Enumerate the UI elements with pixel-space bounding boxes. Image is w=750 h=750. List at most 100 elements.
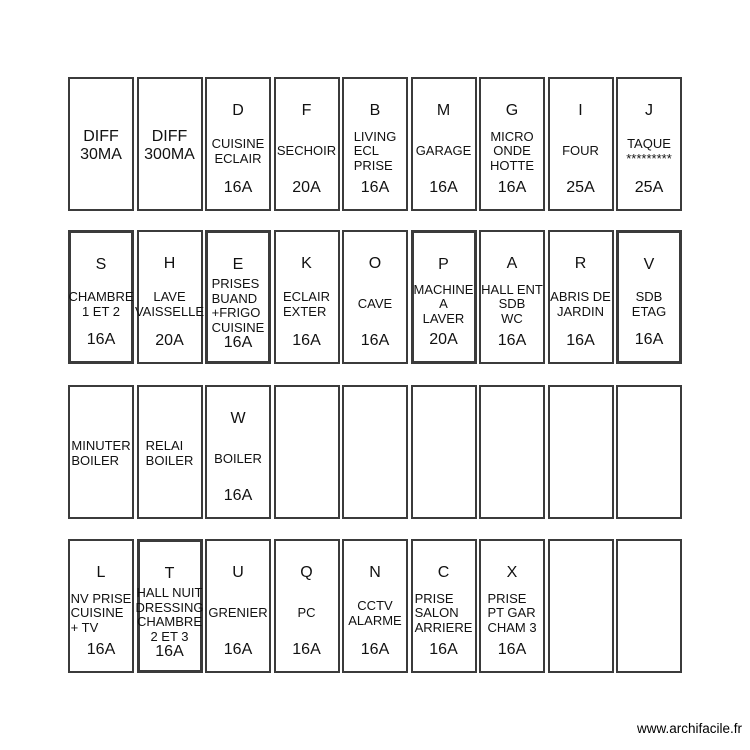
breaker-code-label: J [645, 102, 653, 119]
breaker-box-F[interactable]: F SECHOIR 20A [273, 77, 340, 211]
breaker-box-N[interactable]: N CCTV ALARME 16A [342, 539, 408, 673]
breaker-name-label: BOILER [214, 451, 262, 467]
breaker-name-label: HALL ENT SDB WC [481, 281, 543, 326]
breaker-code-label: N [369, 564, 381, 581]
breaker-box-empty[interactable] [547, 385, 614, 519]
breaker-box-Q[interactable]: Q PC 16A [273, 539, 340, 673]
breaker-name-label [413, 387, 475, 517]
breaker-name-label: GRENIER [208, 605, 268, 621]
breaker-box-empty[interactable] [547, 539, 614, 673]
breaker-box-O[interactable]: O CAVE 16A [342, 230, 408, 364]
breaker-box-K[interactable]: K ECLAIR EXTER 16A [273, 230, 340, 364]
breaker-rating-label: 16A [497, 641, 527, 658]
breaker-rating-label: 20A [155, 332, 184, 349]
breaker-code-label: C [437, 564, 450, 581]
breaker-rating-label: 16A [223, 179, 253, 196]
breaker-box[interactable]: MINUTER BOILER [68, 385, 134, 519]
breaker-name-label: CUISINE ECLAIR [211, 135, 265, 166]
breaker-name-label: TAQUE ********* [626, 135, 672, 166]
breaker-rating-label: 16A [223, 641, 253, 658]
breaker-rating-label: 16A [86, 641, 116, 658]
breaker-name-label: PRISES BUAND +FRIGO CUISINE [211, 276, 265, 335]
breaker-box-empty[interactable] [616, 385, 682, 519]
breaker-box-G[interactable]: G MICRO ONDE HOTTE 16A [479, 77, 545, 211]
breaker-name-label [618, 541, 680, 671]
breaker-box-R[interactable]: R ABRIS DE JARDIN 16A [547, 230, 614, 364]
breaker-name-label: RELAI BOILER [145, 438, 194, 468]
breaker-code-label: P [438, 256, 449, 273]
breaker-box-B[interactable]: B LIVING ECL PRISE 16A [342, 77, 408, 211]
breaker-name-label: LIVING ECL PRISE [353, 128, 397, 173]
breaker-name-label: LAVE VAISSELLE [134, 288, 205, 319]
breaker-code-label: W [230, 410, 246, 427]
breaker-name-label: NV PRISE CUISINE + TV [70, 590, 132, 635]
breaker-name-label: MACHINE A LAVER [413, 281, 474, 326]
breaker-code-label: H [163, 255, 176, 272]
breaker-name-label: DIFF 300MA [144, 127, 195, 163]
breaker-code-label: X [506, 564, 518, 581]
breaker-box-T[interactable]: T HALL NUIT DRESSING CHAMBRE 2 ET 3 16A [135, 539, 204, 673]
breaker-rating-label: 25A [566, 179, 595, 196]
breaker-box-M[interactable]: M GARAGE 16A [410, 77, 477, 211]
breaker-rating-label: 16A [429, 641, 458, 658]
breaker-name-label: CCTV ALARME [348, 597, 402, 628]
breaker-rating-label: 16A [429, 179, 458, 196]
breaker-rating-label: 16A [634, 331, 664, 348]
breaker-box-empty[interactable] [273, 385, 340, 519]
breaker-name-label: PC [297, 605, 316, 621]
breaker-box-S[interactable]: S CHAMBRE 1 ET 2 16A [68, 230, 134, 364]
breaker-box-P[interactable]: P MACHINE A LAVER 20A [410, 230, 477, 364]
breaker-row: L NV PRISE CUISINE + TV 16A T HALL NUIT … [68, 539, 682, 673]
breaker-box-empty[interactable] [479, 385, 545, 519]
watermark-text: www.archifacile.fr [636, 721, 742, 736]
breaker-name-label: MICRO ONDE HOTTE [489, 128, 535, 173]
breaker-name-label: HALL NUIT DRESSING CHAMBRE 2 ET 3 [135, 585, 204, 644]
breaker-name-label [344, 387, 406, 517]
breaker-name-label: ECLAIR EXTER [283, 288, 330, 319]
breaker-name-label [618, 387, 680, 517]
breaker-box-J[interactable]: J TAQUE ********* 25A [616, 77, 682, 211]
breaker-code-label: O [368, 255, 382, 272]
breaker-name-label: FOUR [562, 143, 599, 159]
breaker-box-I[interactable]: I FOUR 25A [547, 77, 614, 211]
breaker-row: S CHAMBRE 1 ET 2 16A H LAVE VAISSELLE 20… [68, 230, 682, 364]
breaker-code-label: I [578, 102, 583, 119]
breaker-name-label: DIFF 30MA [80, 127, 122, 163]
breaker-rating-label: 16A [86, 331, 116, 348]
breaker-code-label: S [95, 256, 107, 273]
breaker-box-D[interactable]: D CUISINE ECLAIR 16A [205, 77, 271, 211]
breaker-rating-label: 16A [155, 643, 184, 661]
breaker-name-label: PRISE PT GAR CHAM 3 [487, 590, 537, 635]
breaker-box-V[interactable]: V SDB ETAG 16A [616, 230, 682, 364]
breaker-rating-label: 20A [429, 331, 458, 348]
breaker-box-empty[interactable] [342, 385, 408, 519]
breaker-box-E[interactable]: E PRISES BUAND +FRIGO CUISINE 16A [205, 230, 271, 364]
breaker-box-A[interactable]: A HALL ENT SDB WC 16A [479, 230, 545, 364]
breaker-row: MINUTER BOILER RELAI BOILER W BOILER 16A [68, 385, 682, 519]
breaker-rating-label: 20A [292, 179, 321, 196]
breaker-code-label: G [505, 102, 519, 119]
breaker-box-W[interactable]: W BOILER 16A [205, 385, 271, 519]
breaker-code-label: E [232, 256, 244, 273]
breaker-box-C[interactable]: C PRISE SALON ARRIERE 16A [410, 539, 477, 673]
breaker-box-X[interactable]: X PRISE PT GAR CHAM 3 16A [479, 539, 545, 673]
breaker-box-U[interactable]: U GRENIER 16A [205, 539, 271, 673]
breaker-code-label: V [643, 256, 655, 273]
breaker-name-label: ABRIS DE JARDIN [550, 288, 611, 319]
breaker-box[interactable]: DIFF 30MA [68, 77, 134, 211]
breaker-code-label: F [301, 102, 312, 119]
breaker-box[interactable]: RELAI BOILER [136, 385, 203, 519]
breaker-rating-label: 16A [223, 487, 253, 504]
breaker-name-label: CAVE [357, 296, 393, 312]
breaker-box[interactable]: DIFF 300MA [136, 77, 203, 211]
breaker-rating-label: 16A [566, 332, 595, 349]
breaker-code-label: M [436, 102, 451, 119]
breaker-rating-label: 16A [292, 332, 321, 349]
breaker-box-empty[interactable] [410, 385, 477, 519]
breaker-rating-label: 16A [360, 641, 390, 658]
breaker-box-empty[interactable] [616, 539, 682, 673]
breaker-name-label [550, 387, 612, 517]
breaker-box-L[interactable]: L NV PRISE CUISINE + TV 16A [68, 539, 134, 673]
breaker-box-H[interactable]: H LAVE VAISSELLE 20A [134, 230, 205, 364]
